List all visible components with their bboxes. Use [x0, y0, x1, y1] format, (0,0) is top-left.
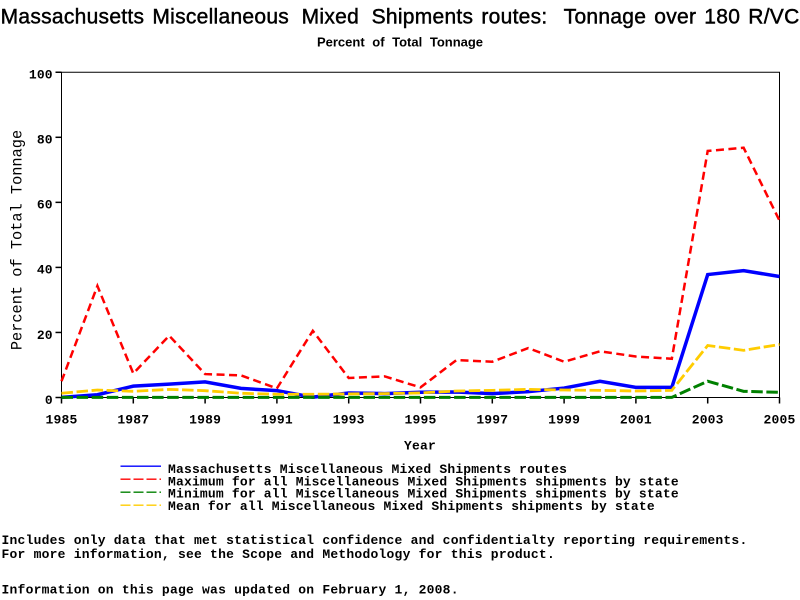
svg-text:1991: 1991 [261, 413, 293, 428]
svg-text:40: 40 [37, 263, 53, 278]
svg-text:1985: 1985 [46, 413, 78, 428]
svg-text:2001: 2001 [620, 413, 652, 428]
svg-text:1997: 1997 [476, 413, 508, 428]
svg-text:60: 60 [37, 198, 53, 213]
svg-text:Minimum for all Miscellaneous: Minimum for all Miscellaneous Mixed Ship… [168, 487, 679, 502]
svg-text:1989: 1989 [189, 413, 221, 428]
svg-text:For more information, see the: For more information, see the Scope and … [2, 547, 555, 562]
svg-text:1987: 1987 [117, 413, 149, 428]
svg-text:Maximum for all Miscellaneous: Maximum for all Miscellaneous Mixed Ship… [168, 474, 679, 489]
svg-text:Information on this page was u: Information on this page was updated on … [2, 583, 459, 598]
svg-text:1995: 1995 [405, 413, 437, 428]
svg-text:Massachusetts Miscellaneous Mi: Massachusetts Miscellaneous Mixed Shipme… [168, 462, 567, 477]
svg-text:Includes only data that met st: Includes only data that met statistical … [2, 533, 748, 548]
svg-text:80: 80 [37, 133, 53, 148]
svg-text:2003: 2003 [692, 413, 724, 428]
svg-text:Massachusetts Miscellaneous M: Massachusetts Miscellaneous Mixed Shipme… [1, 5, 800, 28]
svg-text:100: 100 [29, 68, 53, 83]
svg-text:0: 0 [45, 393, 53, 408]
svg-text:Year: Year [404, 439, 436, 454]
svg-text:20: 20 [37, 328, 53, 343]
svg-text:Percent of Total Tonnage: Percent of Total Tonnage [9, 130, 27, 350]
svg-text:1999: 1999 [548, 413, 580, 428]
svg-text:Mean for all Miscellaneous Mix: Mean for all Miscellaneous Mixed Shipmen… [168, 499, 655, 514]
svg-text:2005: 2005 [764, 413, 796, 428]
svg-text:1993: 1993 [333, 413, 365, 428]
svg-text:Percent of Total Tonnage: Percent of Total Tonnage [317, 35, 483, 50]
